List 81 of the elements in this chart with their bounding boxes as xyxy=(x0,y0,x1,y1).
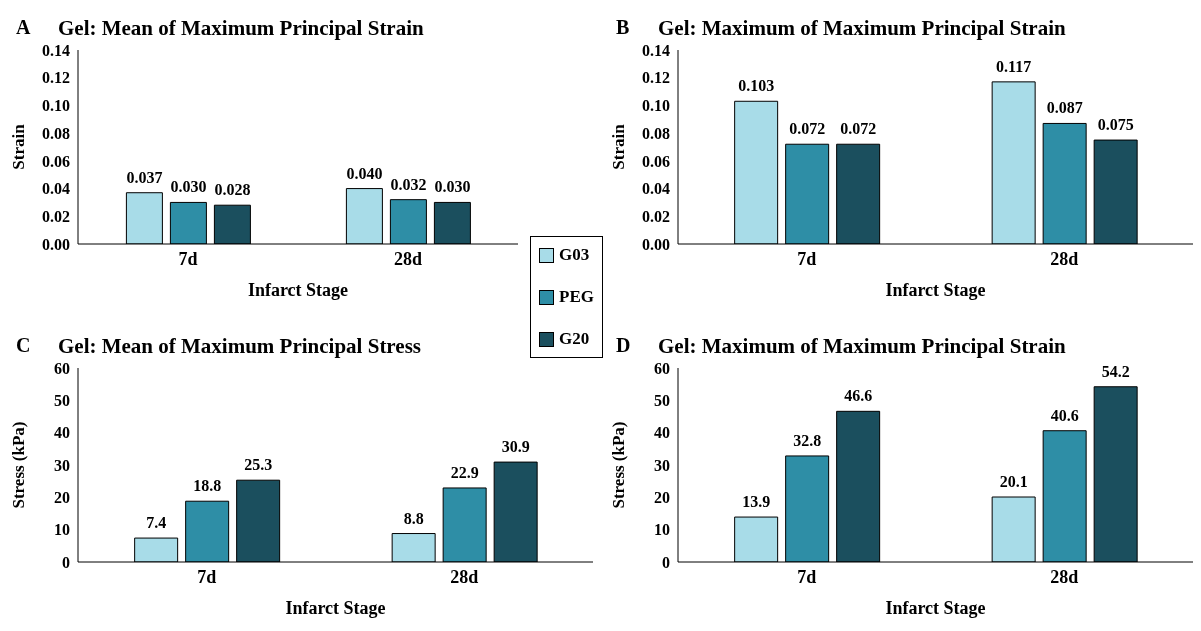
x-tick-label: 28d xyxy=(393,248,423,269)
chart-title: Gel: Mean of Maximum Principal Stress xyxy=(58,334,421,359)
legend-label: PEG xyxy=(559,287,594,307)
y-tick-label: 0.06 xyxy=(642,152,670,170)
x-tick-label: 28d xyxy=(1050,566,1079,587)
data-label: 40.6 xyxy=(1050,406,1079,424)
y-tick-label: 50 xyxy=(654,392,670,410)
data-label: 18.8 xyxy=(193,477,222,495)
data-label: 0.117 xyxy=(996,57,1032,75)
y-tick-label: 0.10 xyxy=(42,97,70,115)
y-tick-label: 0.04 xyxy=(42,180,70,198)
data-label: 0.072 xyxy=(840,120,877,138)
y-axis-title: Stress (kPa) xyxy=(9,421,29,509)
y-tick-label: 0 xyxy=(62,553,70,571)
data-label: 0.030 xyxy=(170,178,207,196)
y-tick-label: 0.04 xyxy=(642,180,670,198)
data-label: 0.028 xyxy=(214,181,251,199)
x-tick-label: 7d xyxy=(797,566,817,587)
data-label: 0.103 xyxy=(738,77,775,95)
data-label: 0.030 xyxy=(434,178,471,196)
data-label: 54.2 xyxy=(1101,362,1130,380)
data-label: 0.037 xyxy=(126,168,163,186)
y-tick-label: 0.00 xyxy=(642,235,670,253)
chart-title: Gel: Mean of Maximum Principal Strain xyxy=(58,16,424,41)
y-axis-title: Strain xyxy=(9,123,29,170)
data-label: 32.8 xyxy=(793,431,822,449)
data-label: 0.075 xyxy=(1097,116,1134,134)
y-tick-label: 40 xyxy=(654,424,670,442)
y-tick-label: 0.08 xyxy=(642,124,670,142)
text: D xyxy=(616,334,631,357)
y-tick-label: 0.10 xyxy=(642,97,670,115)
data-label: 0.032 xyxy=(390,175,427,193)
y-tick-label: 10 xyxy=(54,521,70,539)
y-tick-label: 0 xyxy=(662,553,670,571)
x-axis-title: Infarct Stage xyxy=(884,280,987,301)
y-tick-label: 0.12 xyxy=(42,69,70,87)
chart-title: Gel: Maximum of Maximum Principal Strain xyxy=(658,16,1066,41)
text: B xyxy=(616,16,630,39)
x-tick-label: 28d xyxy=(1050,248,1079,269)
data-label: 0.072 xyxy=(789,120,826,138)
data-label: 46.6 xyxy=(844,387,873,405)
text: C xyxy=(16,334,31,357)
chart-title: Gel: Maximum of Maximum Principal Strain xyxy=(658,334,1066,359)
data-label: 13.9 xyxy=(742,493,771,511)
data-label: 0.040 xyxy=(346,164,383,182)
x-tick-label: 7d xyxy=(197,566,217,587)
y-tick-label: 60 xyxy=(54,359,70,377)
x-axis-title: Infarct Stage xyxy=(284,598,387,619)
data-label: 22.9 xyxy=(450,463,479,481)
data-label: 8.8 xyxy=(403,509,424,527)
y-tick-label: 20 xyxy=(654,489,670,507)
x-axis-title: Infarct Stage xyxy=(246,280,350,301)
data-label: 25.3 xyxy=(244,456,273,474)
y-tick-label: 0.14 xyxy=(642,41,670,59)
x-tick-label: 7d xyxy=(178,248,198,269)
y-tick-label: 0.14 xyxy=(42,41,70,59)
y-tick-label: 40 xyxy=(54,424,70,442)
y-tick-label: 20 xyxy=(54,489,70,507)
data-label: 7.4 xyxy=(146,514,167,532)
text: A xyxy=(16,16,31,39)
y-tick-label: 50 xyxy=(54,392,70,410)
y-axis-title: Strain xyxy=(609,123,629,170)
x-tick-label: 7d xyxy=(797,248,817,269)
y-tick-label: 0.06 xyxy=(42,152,70,170)
y-tick-label: 10 xyxy=(654,521,670,539)
data-label: 20.1 xyxy=(999,473,1028,491)
data-label: 0.087 xyxy=(1046,99,1083,117)
legend-label: G03 xyxy=(559,245,590,265)
legend-label: G20 xyxy=(559,329,590,349)
x-axis-title: Infarct Stage xyxy=(884,598,987,619)
y-tick-label: 30 xyxy=(654,456,670,474)
y-tick-label: 30 xyxy=(54,456,70,474)
data-label: 30.9 xyxy=(501,438,530,456)
y-tick-label: 0.00 xyxy=(42,235,70,253)
y-tick-label: 0.02 xyxy=(642,207,670,225)
x-tick-label: 28d xyxy=(450,566,479,587)
y-axis-title: Stress (kPa) xyxy=(609,421,629,509)
y-tick-label: 0.08 xyxy=(42,124,70,142)
y-tick-label: 60 xyxy=(654,359,670,377)
y-tick-label: 0.02 xyxy=(42,207,70,225)
y-tick-label: 0.12 xyxy=(642,69,670,87)
